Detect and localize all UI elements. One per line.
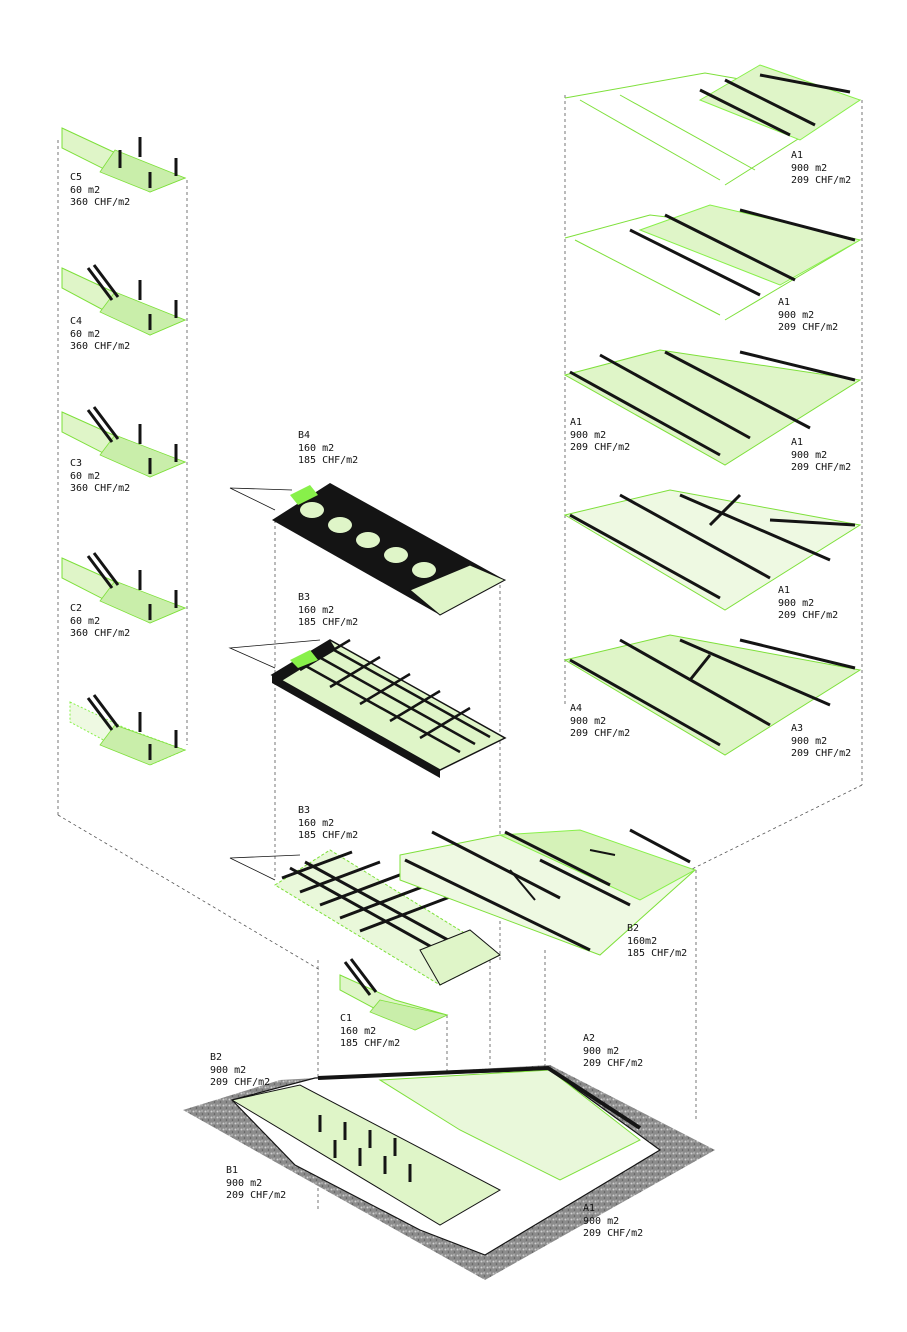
label-b3-upper: B3 160 m2 185 CHF/m2 — [298, 592, 359, 628]
label-b1: B1 900 m2 209 CHF/m2 — [226, 1165, 287, 1201]
floor-plate-b3-lower — [229, 849, 502, 986]
label-c5: C5 60 m2 360 CHF/m2 — [70, 172, 131, 208]
label-a1-third-left: A1 900 m2 209 CHF/m2 — [570, 417, 631, 453]
b-stack — [228, 483, 507, 1031]
floor-plate-c5 — [61, 127, 187, 193]
label-a4: A4 900 m2 209 CHF/m2 — [570, 703, 631, 739]
floor-plate-a1-third — [563, 349, 862, 466]
label-a3: A3 900 m2 209 CHF/m2 — [791, 723, 852, 759]
floor-plate-c1 — [339, 958, 449, 1031]
floor-plate-c3 — [61, 406, 187, 478]
label-a2: A2 900 m2 209 CHF/m2 — [583, 1033, 644, 1069]
floor-plate-b3-upper — [228, 638, 507, 778]
ground-base — [183, 1065, 715, 1280]
floor-plate-a1-fourth — [563, 489, 862, 611]
floor-plate-a1-top — [564, 64, 862, 186]
floor-plate-a1-second — [564, 204, 862, 321]
floor-plate-b2-mid — [399, 828, 697, 956]
a-stack — [563, 64, 862, 756]
c-stack — [61, 127, 187, 766]
label-c2: C2 60 m2 360 CHF/m2 — [70, 603, 131, 639]
floor-plate-b4 — [229, 483, 507, 616]
label-b3-lower: B3 160 m2 185 CHF/m2 — [298, 805, 359, 841]
label-a1-base: A1 900 m2 209 CHF/m2 — [583, 1203, 644, 1239]
label-a1-fourth: A1 900 m2 209 CHF/m2 — [778, 585, 839, 621]
floor-plate-c2 — [61, 552, 187, 624]
floor-plate-c-lower — [69, 694, 187, 766]
label-c3: C3 60 m2 360 CHF/m2 — [70, 458, 131, 494]
floor-plate-c4 — [61, 264, 187, 336]
label-b2-base: B2 900 m2 209 CHF/m2 — [210, 1052, 271, 1088]
label-c4: C4 60 m2 360 CHF/m2 — [70, 316, 131, 352]
label-c1: C1 160 m2 185 CHF/m2 — [340, 1013, 401, 1049]
label-b4: B4 160 m2 185 CHF/m2 — [298, 430, 359, 466]
label-b2-mid: B2 160m2 185 CHF/m2 — [627, 923, 688, 959]
label-a1-second: A1 900 m2 209 CHF/m2 — [778, 297, 839, 333]
label-a1-third-right: A1 900 m2 209 CHF/m2 — [791, 437, 852, 473]
label-a1-top: A1 900 m2 209 CHF/m2 — [791, 150, 852, 186]
floor-plate-a4-a3 — [563, 634, 862, 756]
